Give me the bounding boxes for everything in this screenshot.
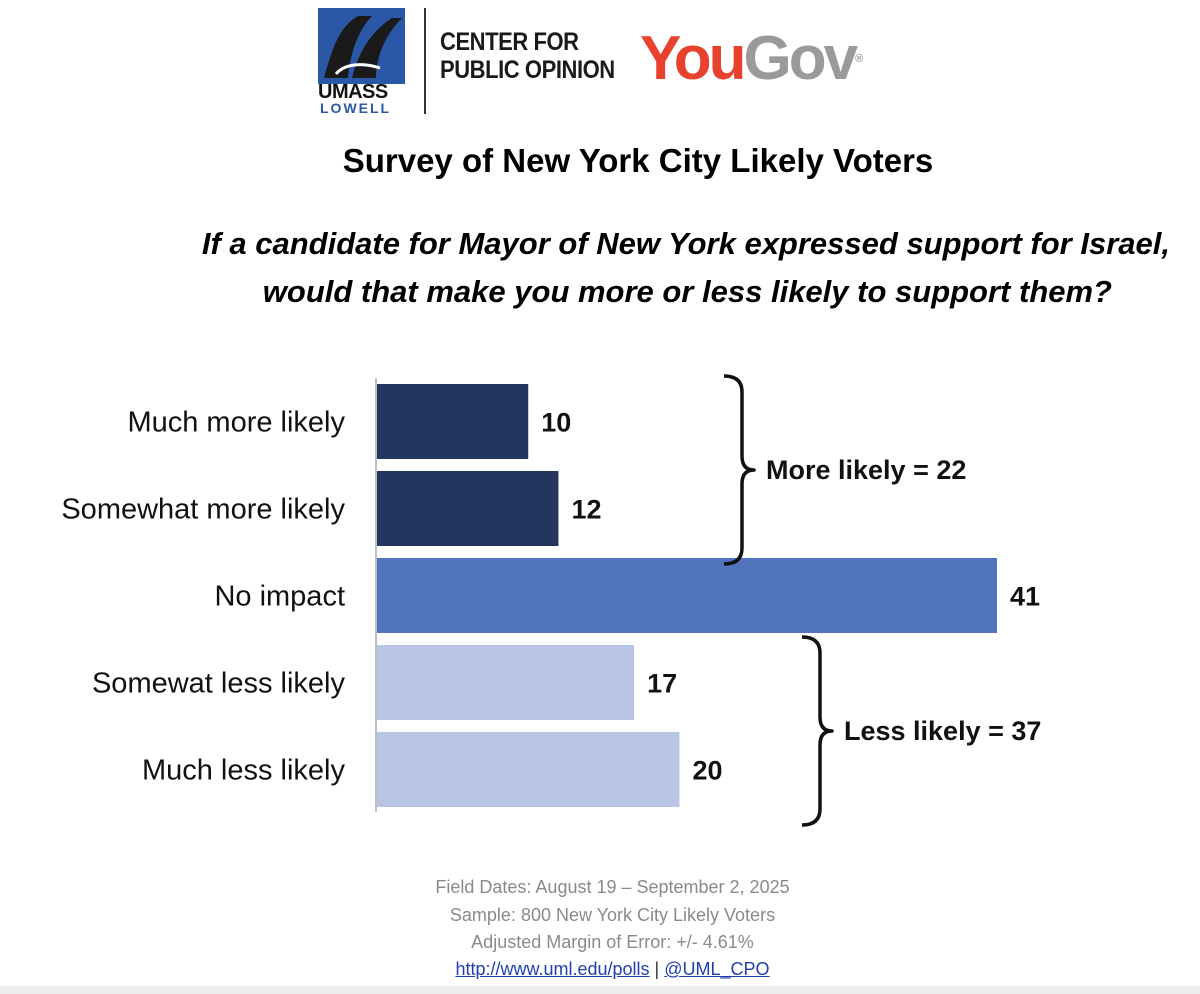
group-bracket: [723, 374, 756, 566]
category-label: Somewat less likely: [92, 668, 346, 700]
center-for-text: CENTER FOR: [440, 28, 579, 56]
sample-size: Sample: 800 New York City Likely Voters: [449, 905, 776, 925]
yougov-gov-text: Gov: [743, 24, 859, 93]
umass-u-icon: [324, 16, 402, 78]
group-total-label: More likely = 22: [766, 455, 966, 485]
yougov-logo: YouGov®: [640, 28, 863, 90]
twitter-handle-link[interactable]: @UML_CPO: [664, 959, 770, 979]
question-line-1: If a candidate for Mayor of New York exp…: [201, 226, 1170, 261]
lowell-wordmark: LOWELL: [320, 100, 392, 116]
category-label: Much less likely: [142, 755, 346, 787]
umass-lowell-logo-mark: [318, 8, 405, 84]
bar: [377, 471, 559, 546]
polls-link[interactable]: http://www.uml.edu/polls: [455, 959, 650, 979]
category-label: No impact: [214, 581, 345, 613]
bottom-strip: [0, 986, 1200, 994]
group-bracket: [801, 635, 834, 827]
category-label: Much more likely: [127, 407, 345, 439]
field-dates: Field Dates: August 19 – September 2, 20…: [435, 877, 790, 897]
footer-links: http://www.uml.edu/polls | @UML_CPO: [0, 959, 1200, 980]
data-label: 20: [692, 756, 722, 786]
margin-of-error: Adjusted Margin of Error: +/- 4.61%: [471, 932, 754, 952]
bar: [377, 645, 635, 720]
logo-divider: [424, 8, 426, 114]
public-opinion-text: PUBLIC OPINION: [440, 56, 615, 84]
registered-mark: ®: [855, 53, 864, 65]
logo-header: UMASS LOWELL CENTER FOR PUBLIC OPINION Y…: [0, 0, 1200, 125]
chart-title: Survey of New York City Likely Voters: [342, 142, 934, 179]
umass-wordmark: UMASS: [318, 81, 388, 103]
link-separator: |: [654, 959, 660, 979]
group-total-label: Less likely = 37: [844, 716, 1041, 746]
category-label: Somewhat more likely: [61, 494, 345, 526]
data-label: 41: [1010, 582, 1040, 612]
data-label: 17: [647, 669, 677, 699]
bar: [377, 732, 680, 807]
bar: [377, 558, 997, 633]
bar-chart: Much more likely 10 Somewhat more likely 12…: [61, 374, 1041, 827]
question-line-2: would that make you more or less likely …: [262, 274, 1112, 309]
data-label: 10: [541, 408, 571, 438]
yougov-you-text: You: [640, 24, 746, 93]
bar: [377, 384, 529, 459]
data-label: 12: [571, 495, 601, 525]
